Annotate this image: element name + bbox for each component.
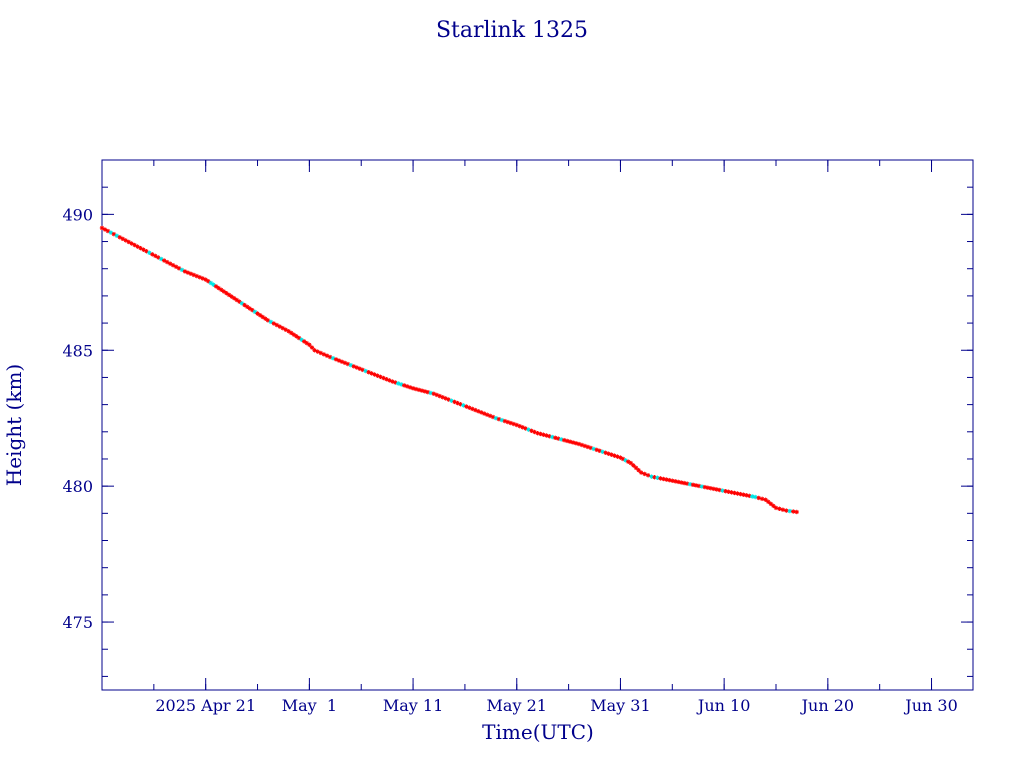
x-axis-label: Time(UTC) [482, 720, 594, 744]
data-point-marker [645, 473, 651, 478]
y-tick-label: 480 [62, 477, 93, 496]
data-point-marker [277, 324, 282, 329]
data-point-marker [213, 284, 219, 289]
data-point-marker [642, 471, 647, 477]
data-point-marker [461, 403, 466, 408]
data-point-marker [299, 337, 304, 342]
data-point-marker [309, 345, 315, 350]
x-tick-label: Jun 10 [696, 696, 750, 715]
data-point-marker [244, 304, 250, 309]
data-point-marker [419, 388, 425, 393]
y-tick-label: 485 [62, 341, 93, 360]
data-point-marker [594, 447, 599, 453]
data-point-marker [567, 439, 573, 444]
data-point-marker [638, 470, 644, 475]
data-point-marker [105, 228, 111, 234]
data-point-marker [425, 389, 431, 395]
data-point-marker [360, 367, 365, 373]
x-tick-label: May 1 [282, 696, 337, 715]
data-point-marker [219, 287, 224, 292]
data-point-marker [780, 507, 786, 512]
data-point-marker [753, 494, 758, 500]
data-point-marker [631, 463, 636, 468]
data-point-marker [263, 316, 268, 321]
data-point-marker [559, 437, 564, 442]
data-point-marker [784, 508, 789, 513]
y-tick-label: 490 [62, 205, 93, 224]
x-tick-label: Jun 30 [903, 696, 957, 715]
data-point-marker [117, 235, 122, 240]
plot-frame [101, 159, 974, 691]
data-point-marker [544, 433, 549, 438]
y-tick-label: 475 [62, 613, 93, 632]
data-point-marker [203, 277, 208, 282]
data-point-marker [759, 496, 765, 502]
data-point-marker [242, 302, 247, 308]
axis-ticks: 2025 Apr 21 May 1 May 11 May 21 May 31 Jun 10… [62, 159, 973, 715]
data-point-marker [307, 342, 312, 348]
x-tick-label: May 31 [590, 696, 650, 715]
data-series [99, 225, 799, 515]
data-point-marker [162, 258, 167, 263]
data-point-marker [129, 241, 134, 246]
data-point-marker [234, 297, 239, 303]
data-point-marker [787, 508, 793, 514]
data-point-marker [773, 505, 779, 511]
data-point-marker [132, 242, 137, 248]
x-tick-label: May 11 [383, 696, 443, 715]
data-point-marker [164, 259, 170, 265]
data-point-marker [200, 276, 205, 281]
data-point-marker [291, 332, 297, 337]
data-point-marker [794, 509, 799, 515]
data-point-marker [585, 444, 591, 450]
data-point-marker [756, 495, 761, 501]
data-point-marker [156, 255, 161, 260]
x-tick-label: Jun 20 [800, 696, 854, 715]
y-axis-label: Height (km) [2, 364, 26, 486]
x-tick-label: May 21 [487, 696, 547, 715]
x-tick-label: 2025 Apr 21 [155, 696, 256, 715]
data-point-marker [726, 489, 731, 494]
data-point-marker [655, 475, 660, 481]
chart-title: Starlink 1325 [436, 18, 588, 43]
data-point-marker [652, 475, 657, 480]
data-point-marker [176, 266, 182, 271]
data-point-marker [265, 318, 271, 323]
data-point-marker [144, 249, 149, 254]
data-point-marker [777, 506, 782, 512]
data-point-marker [216, 285, 221, 291]
data-point-marker [141, 247, 146, 252]
series-line [101, 227, 797, 513]
